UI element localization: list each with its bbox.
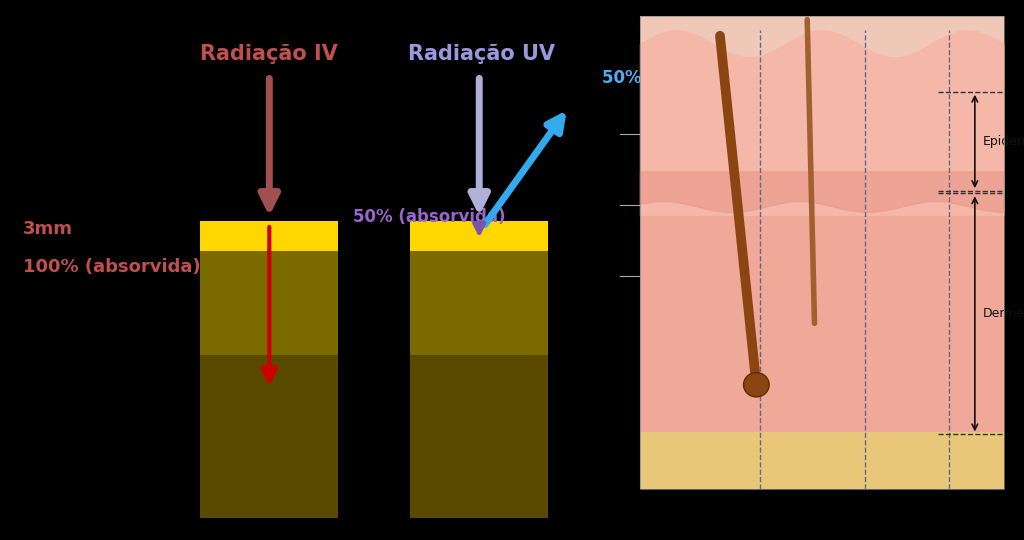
Text: 100% (absorvida): 100% (absorvida) xyxy=(23,258,200,276)
Text: 3mm: 3mm xyxy=(23,220,73,239)
Text: Derme: Derme xyxy=(983,307,1024,320)
Ellipse shape xyxy=(743,373,769,397)
Bar xyxy=(640,16,1004,489)
Bar xyxy=(410,355,548,518)
Bar xyxy=(200,251,338,355)
Text: Epiderme: Epiderme xyxy=(983,135,1024,148)
Text: Radiação IV: Radiação IV xyxy=(201,44,338,64)
Bar xyxy=(640,16,1004,489)
Text: Radiação UV: Radiação UV xyxy=(408,44,555,64)
Bar xyxy=(200,355,338,518)
Bar xyxy=(410,251,548,355)
Bar xyxy=(640,432,1004,489)
Text: 50% (absorvida): 50% (absorvida) xyxy=(353,208,506,226)
Bar xyxy=(410,221,548,251)
Text: 50% (refletida): 50% (refletida) xyxy=(602,69,743,87)
Bar xyxy=(640,215,1004,432)
Bar xyxy=(200,221,338,251)
